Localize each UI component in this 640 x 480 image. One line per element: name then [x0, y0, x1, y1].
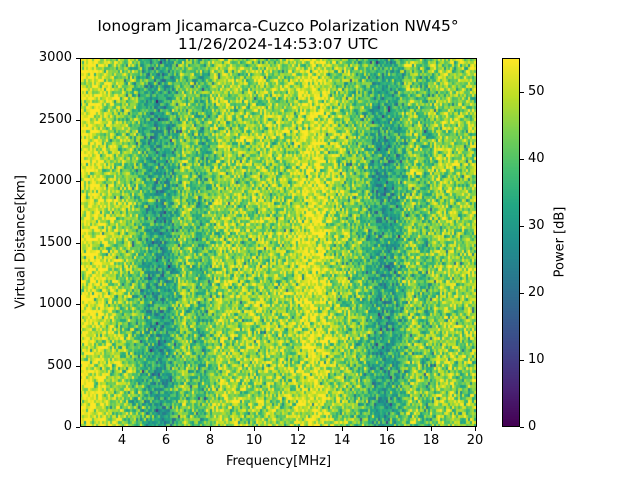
- x-tick: [342, 427, 343, 431]
- y-tick-label: 3000: [38, 50, 72, 65]
- x-tick-label: 20: [466, 433, 484, 448]
- x-tick: [475, 427, 476, 431]
- colorbar-tick-label: 20: [528, 285, 545, 300]
- colorbar-tick: [520, 92, 524, 93]
- x-tick-label: 14: [333, 433, 351, 448]
- x-axis-label: Frequency[MHz]: [225, 454, 332, 469]
- colorbar-tick: [520, 226, 524, 227]
- x-tick: [122, 427, 123, 431]
- chart-title: Ionogram Jicamarca-Cuzco Polarization NW…: [97, 17, 459, 35]
- x-tick-label: 16: [378, 433, 396, 448]
- x-tick: [166, 427, 167, 431]
- chart-subtitle: 11/26/2024-14:53:07 UTC: [177, 35, 379, 53]
- ionogram-heatmap: [80, 58, 477, 427]
- y-tick-label: 1000: [38, 296, 72, 311]
- y-tick-label: 0: [63, 419, 72, 434]
- y-tick: [76, 427, 80, 428]
- x-tick: [387, 427, 388, 431]
- colorbar-tick-label: 10: [528, 352, 545, 367]
- y-tick: [76, 304, 80, 305]
- colorbar-tick-label: 0: [528, 419, 537, 434]
- x-tick-label: 12: [289, 433, 307, 448]
- colorbar: [502, 58, 520, 427]
- x-tick: [431, 427, 432, 431]
- colorbar-tick: [520, 293, 524, 294]
- x-tick-label: 4: [117, 433, 127, 448]
- y-tick-label: 2500: [38, 112, 72, 127]
- x-tick-label: 18: [422, 433, 440, 448]
- y-tick: [76, 58, 80, 59]
- y-tick: [76, 243, 80, 244]
- colorbar-label: Power [dB]: [552, 206, 568, 278]
- colorbar-tick-label: 30: [528, 218, 545, 233]
- x-tick-label: 8: [205, 433, 215, 448]
- y-tick: [76, 181, 80, 182]
- x-tick: [254, 427, 255, 431]
- y-tick: [76, 120, 80, 121]
- x-tick: [298, 427, 299, 431]
- y-tick: [76, 366, 80, 367]
- y-tick-label: 500: [47, 358, 72, 373]
- y-axis-label: Virtual Distance[km]: [13, 175, 29, 309]
- colorbar-tick-label: 40: [528, 151, 545, 166]
- x-tick-label: 10: [245, 433, 263, 448]
- colorbar-tick-label: 50: [528, 84, 545, 99]
- colorbar-tick: [520, 427, 524, 428]
- x-tick-label: 6: [161, 433, 171, 448]
- colorbar-tick: [520, 360, 524, 361]
- colorbar-tick: [520, 159, 524, 160]
- y-tick-label: 1500: [38, 235, 72, 250]
- x-tick: [210, 427, 211, 431]
- y-tick-label: 2000: [38, 173, 72, 188]
